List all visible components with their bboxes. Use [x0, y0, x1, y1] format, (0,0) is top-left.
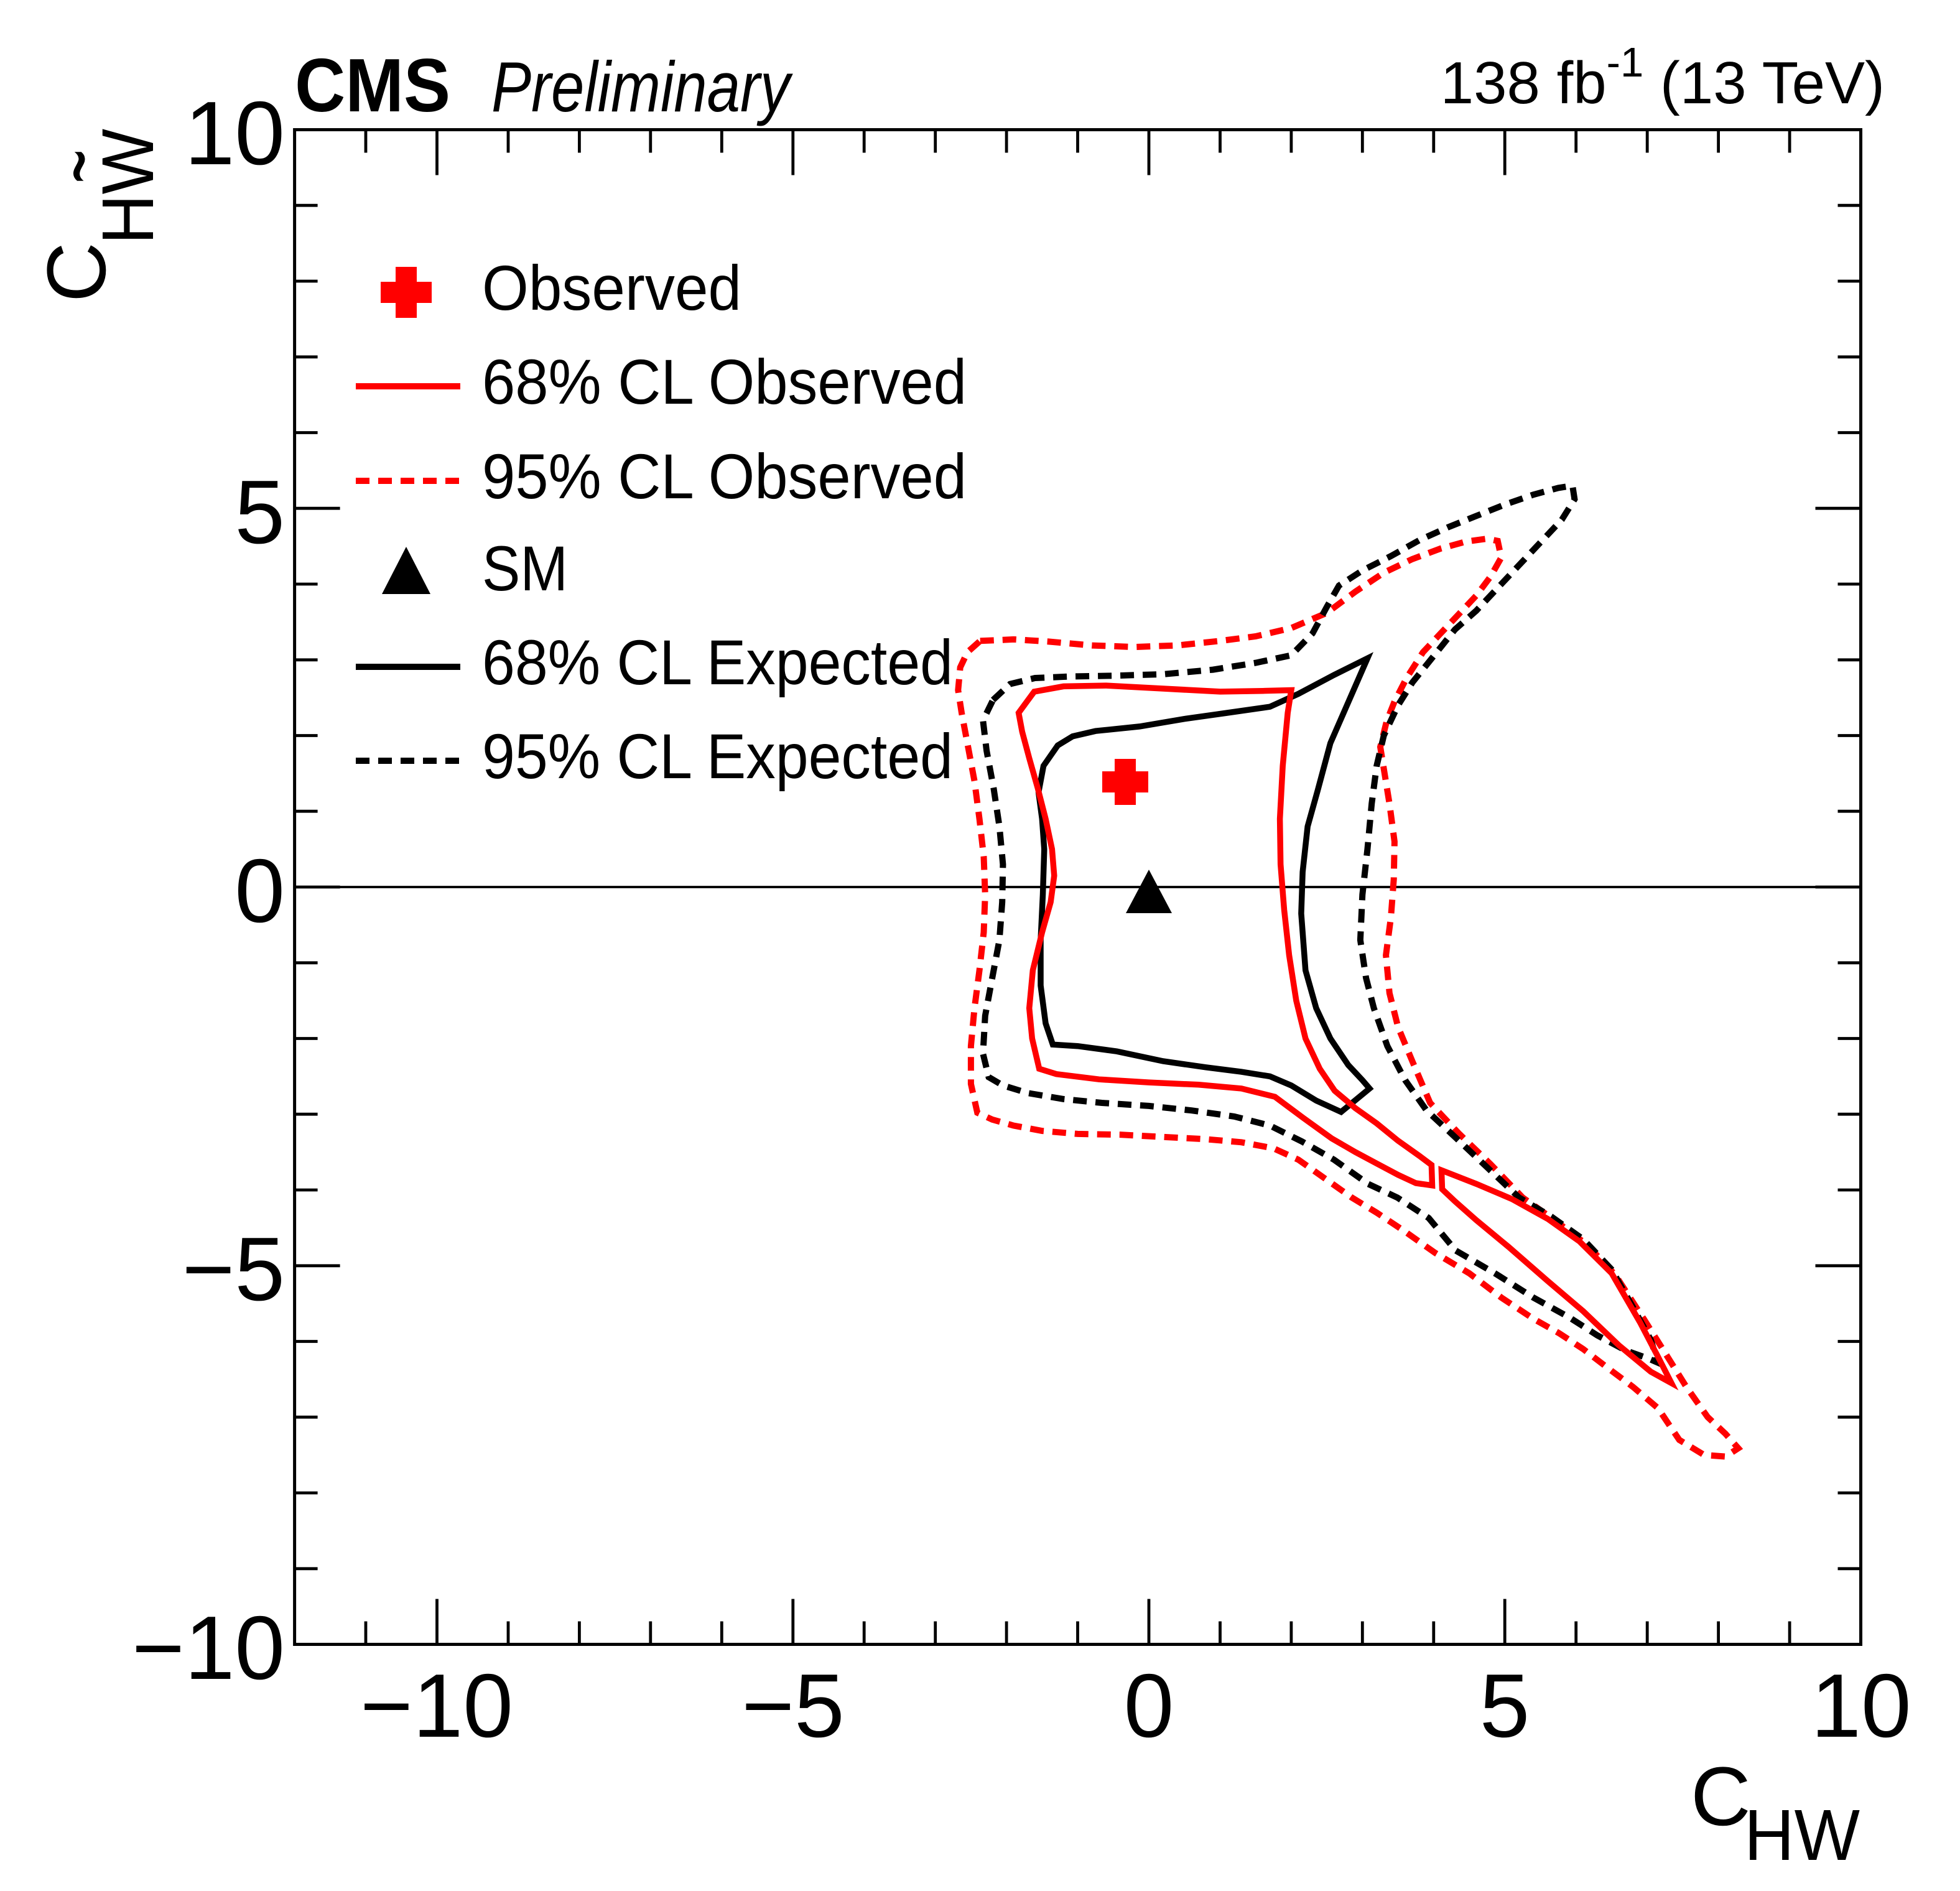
svg-text:−10: −10 — [132, 1597, 285, 1698]
svg-text:−5: −5 — [741, 1655, 844, 1756]
svg-text:10: 10 — [1811, 1655, 1911, 1756]
svg-text:CMS: CMS — [295, 43, 450, 128]
svg-text:C: C — [30, 242, 123, 302]
svg-text:95% CL Expected: 95% CL Expected — [482, 721, 953, 792]
svg-text:~: ~ — [26, 149, 130, 184]
svg-text:0: 0 — [1124, 1655, 1174, 1756]
svg-text:HW: HW — [1744, 1795, 1860, 1875]
svg-text:C: C — [1691, 1750, 1751, 1843]
svg-text:SM: SM — [482, 533, 568, 604]
svg-text:68% CL Observed: 68% CL Observed — [482, 346, 967, 417]
svg-text:−5: −5 — [182, 1219, 285, 1319]
svg-text:5: 5 — [235, 462, 285, 562]
svg-text:HW: HW — [87, 129, 169, 244]
svg-text:5: 5 — [1480, 1655, 1530, 1756]
svg-text:138 fb-1 (13 TeV): 138 fb-1 (13 TeV) — [1441, 39, 1885, 116]
svg-text:0: 0 — [235, 840, 285, 941]
svg-text:−10: −10 — [360, 1655, 513, 1756]
svg-text:Preliminary: Preliminary — [491, 48, 793, 127]
svg-text:10: 10 — [185, 83, 285, 184]
svg-text:68% CL Expected: 68% CL Expected — [482, 627, 953, 698]
svg-text:95% CL Observed: 95% CL Observed — [482, 441, 967, 512]
svg-text:Observed: Observed — [482, 253, 741, 323]
